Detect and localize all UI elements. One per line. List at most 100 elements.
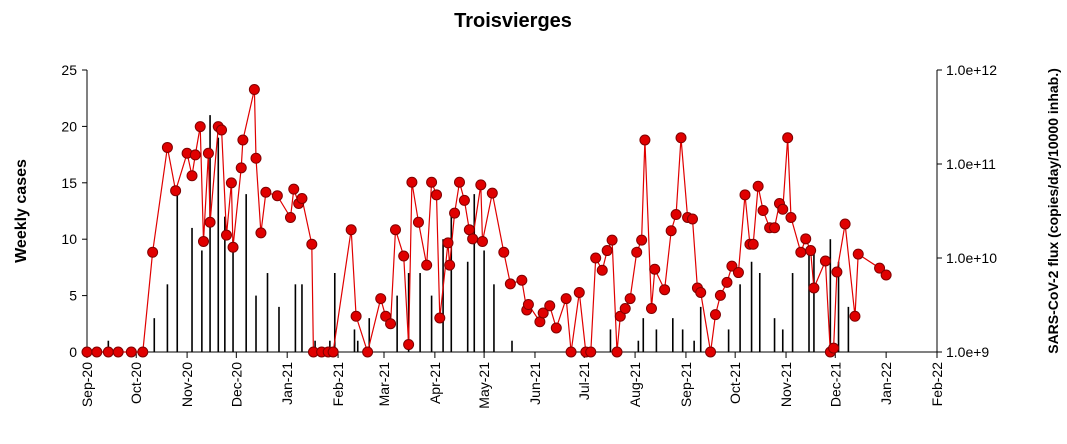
x-tick-label: Oct-21 [727,362,743,404]
y-tick-label: 0 [69,344,77,360]
marker [665,225,677,237]
marker [585,346,597,358]
marker [714,289,726,301]
y2-axis-label: SARS-CoV-2 flux (copies/day/10000 inhab.… [1045,68,1061,354]
y-tick-label: 25 [61,62,77,78]
marker [255,227,267,239]
marker [777,203,789,215]
marker [389,224,401,236]
marker [398,250,410,262]
marker [202,147,214,159]
marker [550,322,562,334]
marker [675,132,687,144]
marker [739,189,751,201]
marker [406,176,418,188]
x-tick-label: Mar-21 [376,362,392,407]
marker [782,132,794,144]
marker [726,260,738,272]
y-tick-label: 15 [61,175,77,191]
y2-tick-label: 1.0e+10 [946,250,997,266]
marker [614,310,626,322]
marker [237,134,249,146]
marker [350,310,362,322]
marker [839,218,851,230]
marker [852,248,864,260]
marker [467,233,479,245]
x-tick-label: Nov-20 [179,362,195,407]
marker [606,234,618,246]
y-tick-label: 5 [69,288,77,304]
marker [596,264,608,276]
marker [624,293,636,305]
marker [504,278,516,290]
marker [449,207,461,219]
marker [204,216,216,228]
x-tick-label: Nov-21 [778,362,794,407]
marker [170,185,182,197]
marker [659,284,671,296]
marker [670,209,682,221]
marker [453,176,465,188]
marker [271,190,283,202]
marker [486,187,498,199]
marker [225,177,237,189]
marker [431,189,443,201]
marker [327,346,339,358]
marker [137,346,149,358]
marker [186,170,198,182]
marker [636,234,648,246]
marker [795,246,807,258]
x-tick-label: Feb-21 [330,362,346,407]
marker [412,216,424,228]
marker [227,241,239,253]
x-tick-label: Jul-21 [576,362,592,400]
marker [619,303,631,315]
marker [645,303,657,315]
x-tick-label: Aug-21 [627,362,643,407]
x-tick-label: Jan-21 [279,362,295,405]
marker [601,245,613,257]
marker [649,263,661,275]
marker [800,233,812,245]
marker [385,318,397,330]
marker [560,293,572,305]
marker [434,312,446,324]
marker [194,121,206,133]
marker [260,186,272,198]
marker [147,246,159,258]
marker [498,246,510,258]
marker [442,237,454,249]
marker [757,205,769,217]
x-tick-label: Feb-22 [929,362,945,407]
marker [189,149,201,161]
marker [544,300,556,312]
x-tick-label: May-21 [476,362,492,409]
marker [198,235,210,247]
marker [248,84,260,96]
marker [522,299,534,311]
chart-title: Troisvierges [454,10,572,32]
y2-tick-label: 1.0e+9 [946,344,989,360]
marker [345,224,357,236]
marker [444,259,456,271]
marker [403,339,415,351]
marker [785,211,797,223]
marker [125,346,137,358]
marker [752,180,764,192]
marker [296,192,308,204]
marker [102,346,114,358]
marker [695,286,707,298]
marker [375,293,387,305]
marker [732,267,744,279]
marker [516,274,528,286]
marker [611,346,623,358]
marker [250,152,262,164]
y-axis-label: Weekly cases [13,159,30,263]
marker [709,309,721,321]
marker [537,307,549,319]
marker [874,262,886,274]
marker [458,194,470,206]
marker [573,286,585,298]
marker [81,346,93,358]
